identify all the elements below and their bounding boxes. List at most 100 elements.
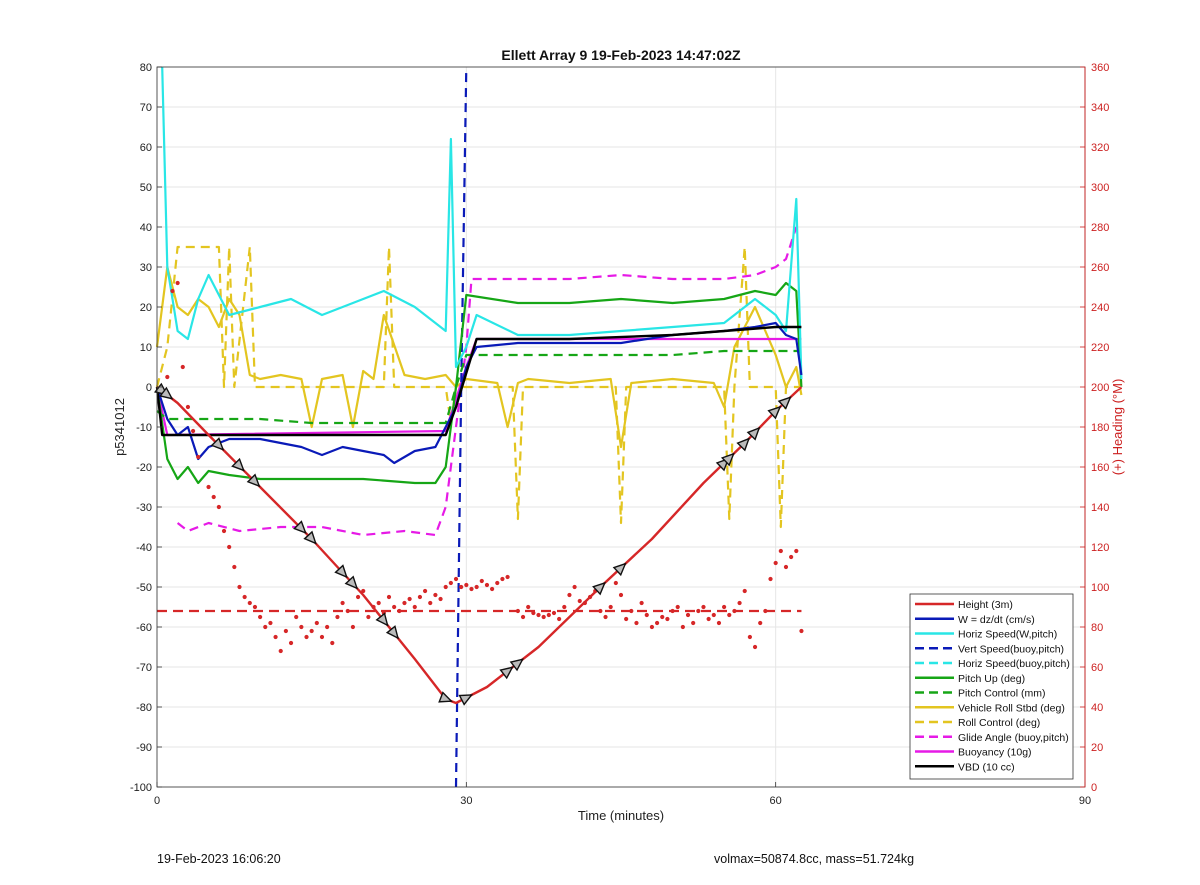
heading-point bbox=[629, 608, 634, 614]
heading-point bbox=[371, 604, 376, 610]
right-tick-label: 140 bbox=[1091, 502, 1109, 514]
y-tick-label: 20 bbox=[140, 302, 152, 314]
heading-point bbox=[278, 648, 283, 654]
right-tick-label: 360 bbox=[1091, 62, 1109, 74]
direction-marker bbox=[592, 581, 607, 596]
y-tick-label: 30 bbox=[140, 262, 152, 274]
heading-point bbox=[515, 608, 520, 614]
series-line bbox=[155, 325, 802, 437]
y-tick-label: 70 bbox=[140, 102, 152, 114]
heading-point bbox=[242, 594, 247, 600]
axis-ticks: -100-90-80-70-60-50-40-30-20-10010203040… bbox=[130, 62, 1109, 807]
heading-point bbox=[330, 640, 335, 646]
x-tick-label: 0 bbox=[154, 795, 160, 807]
heading-point bbox=[180, 364, 185, 370]
heading-point bbox=[670, 608, 675, 614]
series-line bbox=[155, 245, 802, 529]
heading-point bbox=[675, 604, 680, 610]
x-axis-label: Time (minutes) bbox=[578, 808, 664, 823]
direction-marker-shape bbox=[375, 612, 389, 627]
right-tick-label: 160 bbox=[1091, 462, 1109, 474]
direction-marker bbox=[767, 405, 782, 420]
heading-point bbox=[794, 548, 799, 554]
legend-entry-label: Roll Control (deg) bbox=[958, 717, 1040, 729]
direction-marker bbox=[720, 452, 735, 467]
right-tick-label: 220 bbox=[1091, 342, 1109, 354]
heading-point bbox=[773, 560, 778, 566]
heading-point bbox=[412, 604, 417, 610]
heading-point bbox=[557, 616, 562, 622]
heading-point bbox=[696, 608, 701, 614]
heading-point bbox=[258, 614, 263, 620]
right-tick-label: 0 bbox=[1091, 782, 1097, 794]
heading-point bbox=[531, 610, 536, 616]
legend-entry-label: VBD (10 cc) bbox=[958, 761, 1015, 773]
direction-marker bbox=[458, 694, 474, 706]
direction-marker bbox=[293, 520, 307, 535]
heading-point bbox=[474, 584, 479, 590]
y-tick-label: -80 bbox=[136, 702, 152, 714]
heading-point bbox=[618, 592, 624, 598]
right-tick-label: 280 bbox=[1091, 222, 1109, 234]
legend-entry-label: W = dz/dt (cm/s) bbox=[958, 614, 1035, 626]
heading-point bbox=[221, 528, 227, 534]
heading-point bbox=[608, 604, 613, 610]
heading-point bbox=[448, 580, 453, 586]
heading-point bbox=[711, 612, 716, 618]
legend-entry-label: Buoyancy (10g) bbox=[958, 747, 1032, 759]
right-tick-label: 40 bbox=[1091, 702, 1103, 714]
heading-point bbox=[660, 614, 665, 620]
heading-point bbox=[758, 620, 763, 626]
heading-point bbox=[433, 592, 438, 598]
heading-point bbox=[428, 600, 433, 606]
heading-point bbox=[319, 634, 325, 640]
x-tick-label: 30 bbox=[460, 795, 472, 807]
heading-point bbox=[572, 584, 577, 590]
legend: Height (3m) W = dz/dt (cm/s) Horiz Speed(W… bbox=[909, 593, 1074, 780]
heading-point bbox=[799, 628, 804, 634]
heading-point bbox=[783, 564, 789, 570]
heading-point bbox=[268, 620, 273, 626]
heading-point bbox=[706, 616, 711, 622]
heading-point bbox=[500, 576, 505, 582]
heading-point bbox=[459, 584, 464, 590]
heading-point bbox=[747, 634, 752, 640]
y-tick-label: -90 bbox=[136, 742, 152, 754]
heading-point bbox=[288, 640, 294, 646]
series-line bbox=[155, 281, 803, 485]
heading-point bbox=[526, 604, 531, 610]
heading-point bbox=[490, 586, 495, 592]
heading-point bbox=[479, 578, 484, 584]
series-lines bbox=[155, 66, 803, 788]
heading-point bbox=[732, 608, 737, 614]
y-tick-label: 40 bbox=[140, 222, 152, 234]
direction-marker bbox=[159, 386, 174, 400]
heading-point bbox=[211, 494, 216, 500]
heading-point bbox=[345, 608, 350, 614]
right-axis-label: (+) Heading (°M) bbox=[1110, 379, 1125, 476]
heading-point bbox=[551, 610, 557, 616]
direction-marker-shape bbox=[612, 562, 627, 577]
direction-marker bbox=[231, 457, 245, 472]
heading-point bbox=[742, 588, 747, 594]
heading-point bbox=[469, 586, 474, 592]
heading-point bbox=[737, 600, 742, 606]
direction-marker bbox=[375, 612, 389, 627]
heading-point bbox=[190, 428, 196, 434]
right-tick-label: 180 bbox=[1091, 422, 1109, 434]
direction-marker-shape bbox=[458, 694, 474, 706]
heading-point bbox=[263, 624, 268, 630]
heading-point bbox=[752, 644, 758, 650]
y-tick-label: 0 bbox=[146, 382, 152, 394]
heading-point bbox=[237, 584, 242, 590]
direction-marker-shape bbox=[592, 581, 607, 596]
heading-point bbox=[417, 594, 423, 600]
y-tick-label: 10 bbox=[140, 342, 152, 354]
footer-timestamp: 19-Feb-2023 16:06:20 bbox=[157, 852, 281, 866]
heading-point bbox=[216, 504, 221, 510]
direction-marker-shape bbox=[736, 437, 751, 452]
heading-point bbox=[541, 614, 546, 620]
chart-title: Ellett Array 9 19-Feb-2023 14:47:02Z bbox=[501, 47, 741, 63]
heading-point bbox=[232, 564, 237, 570]
heading-point bbox=[505, 574, 510, 580]
